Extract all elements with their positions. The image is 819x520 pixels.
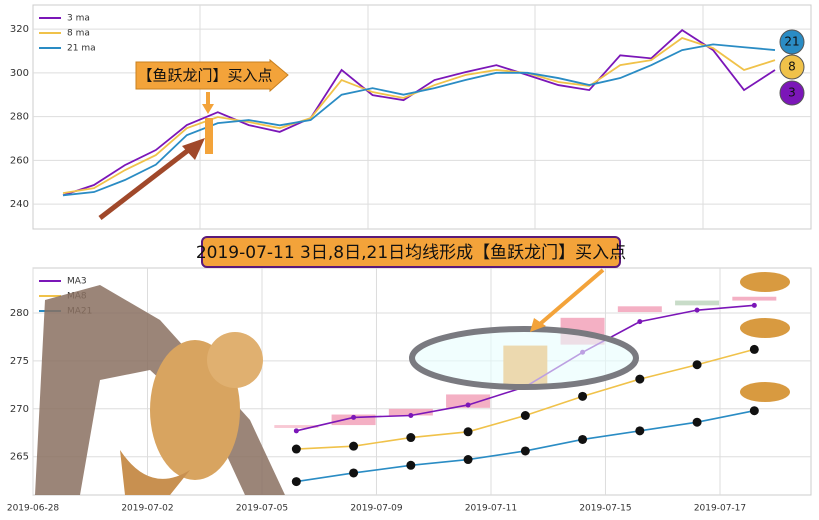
- down-arrow-head: [202, 104, 214, 114]
- end-badge: [779, 80, 805, 106]
- ma-point: [692, 417, 702, 427]
- x-tick-label: 2019-07-11: [465, 504, 517, 514]
- end-badge: [779, 29, 805, 55]
- ma-point: [351, 414, 357, 420]
- highlight-ellipse: [409, 326, 639, 390]
- x-tick-label: 2019-07-17: [694, 504, 746, 514]
- ma-point: [349, 468, 359, 478]
- ma-point: [463, 455, 473, 465]
- trend-arrow-head: [182, 138, 205, 160]
- legend-label: 21 ma: [67, 44, 96, 54]
- candle-body: [274, 425, 319, 428]
- candle-body: [446, 394, 491, 408]
- ma-point: [692, 360, 702, 370]
- ma-point: [635, 374, 645, 384]
- ma-point: [520, 411, 530, 421]
- y-tick-label: 265: [10, 452, 29, 463]
- end-label: 3: [788, 86, 796, 100]
- ma-point: [578, 391, 588, 401]
- ma-point: [293, 428, 299, 434]
- ma-point: [406, 460, 416, 470]
- banner: [201, 236, 621, 268]
- y-tick-label: 240: [10, 199, 29, 210]
- ma-point: [637, 319, 643, 325]
- ma-point: [408, 413, 414, 419]
- ma-point: [694, 307, 700, 313]
- ma-point: [291, 444, 301, 454]
- ma-point: [465, 402, 471, 408]
- pointer-arrow: [538, 268, 605, 326]
- annotation: 【鱼跃龙门】买入点: [137, 67, 272, 85]
- y-tick-label: 320: [10, 24, 29, 35]
- candle-body: [675, 300, 720, 306]
- ma-point: [520, 446, 530, 456]
- ma-line: [62, 43, 776, 197]
- ma-point: [749, 344, 759, 354]
- ma-point: [291, 477, 301, 487]
- legend-label: 8 ma: [67, 29, 90, 39]
- ma-point: [463, 427, 473, 437]
- y-tick-label: 260: [10, 155, 29, 166]
- legend-label: 3 ma: [67, 14, 90, 24]
- ma-line: [62, 29, 776, 197]
- x-tick-label: 2019-07-02: [121, 504, 173, 514]
- trend-arrow: [98, 143, 197, 220]
- legend-label: MA3: [67, 277, 87, 287]
- annotation-box: [135, 58, 289, 93]
- candle-body: [388, 408, 433, 416]
- candle-body: [617, 306, 662, 313]
- end-label: 8: [788, 60, 796, 74]
- gate-illustration: [35, 285, 285, 495]
- y-tick-label: 300: [10, 68, 29, 79]
- y-tick-label: 280: [10, 308, 29, 319]
- ma-point: [751, 302, 757, 308]
- ma-point: [635, 426, 645, 436]
- x-tick-label: 2019-07-09: [350, 504, 403, 514]
- end-label: 21: [784, 35, 799, 49]
- y-tick-label: 280: [10, 112, 29, 123]
- y-tick-label: 270: [10, 404, 29, 415]
- pointer-arrow-head: [530, 318, 546, 332]
- x-tick-label: 2019-06-28: [7, 504, 60, 514]
- ma-point: [749, 406, 759, 416]
- ma-point: [406, 433, 416, 443]
- carp-illustrations: [740, 272, 790, 402]
- x-tick-label: 2019-07-05: [236, 504, 288, 514]
- x-tick-label: 2019-07-15: [579, 504, 631, 514]
- signal-candle: [205, 118, 213, 154]
- end-badge: [779, 54, 805, 80]
- banner-title: 2019-07-11 3日,8日,21日均线形成【鱼跃龙门】买入点: [196, 243, 626, 263]
- y-tick-label: 275: [10, 356, 29, 367]
- ma-point: [578, 434, 588, 444]
- candle-body: [732, 296, 777, 301]
- ma-point: [349, 441, 359, 451]
